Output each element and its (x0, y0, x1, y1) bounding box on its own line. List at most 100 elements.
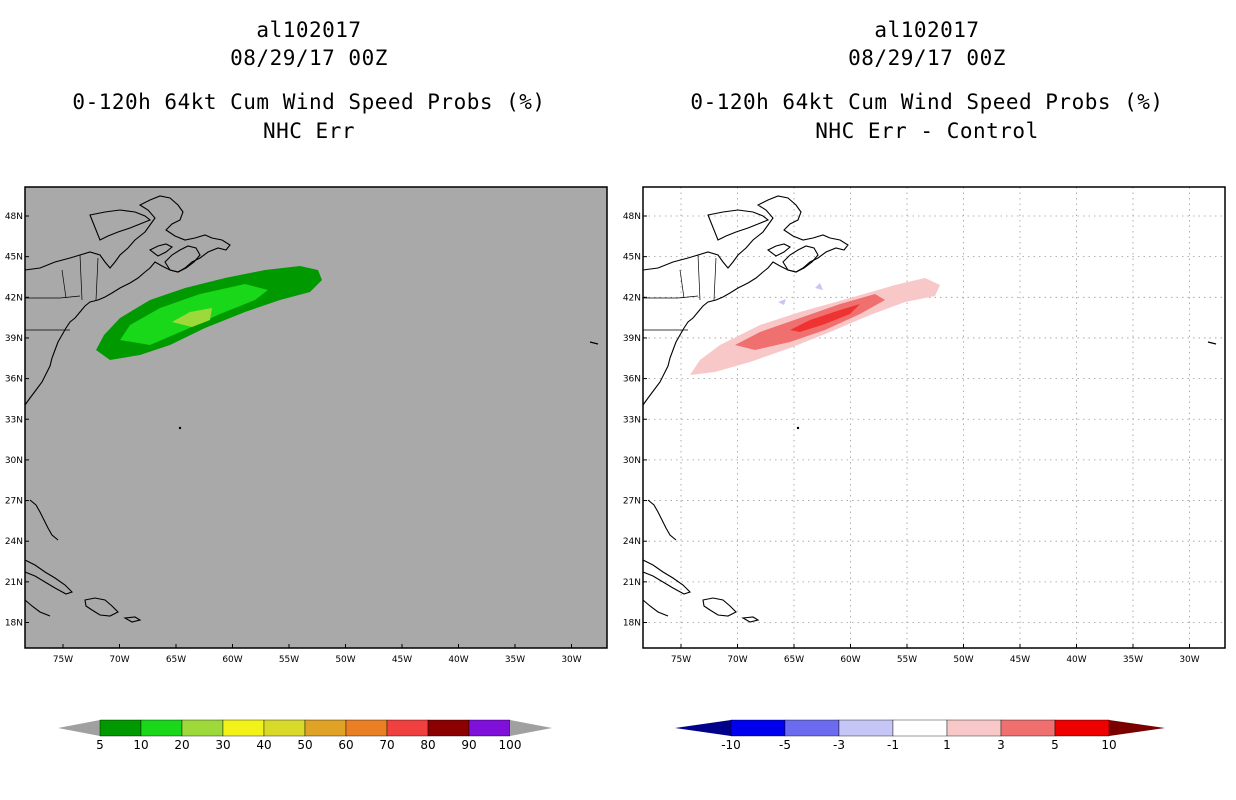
colorbar-swatch (427, 719, 470, 737)
lat-label: 30N (623, 456, 641, 466)
coastline (24, 559, 74, 595)
left-panel: al102017 08/29/17 00Z 0-120h 64kt Cum Wi… (5, 18, 608, 752)
colorbar-low-arrow (675, 720, 731, 736)
colorbar-high-arrow (1109, 720, 1165, 736)
lat-label: 33N (623, 415, 641, 425)
panel-subtitle: NHC Err (262, 119, 355, 143)
coastline (642, 599, 669, 617)
colorbar-label: 5 (1051, 738, 1059, 752)
map-area: 48N 45N 42N 39N 36N 33N 30N 27N 24N 21N 18N 75W 70W 6… (5, 186, 608, 665)
lon-label: 30W (561, 655, 581, 665)
probability-map: 48N 45N 42N 39N 36N 33N 30N 27N 24N 21N 18N 75W 70W 6… (5, 186, 608, 752)
colorbar-label: 10 (133, 738, 148, 752)
colorbar-label: -3 (833, 738, 845, 752)
lat-label: 36N (623, 375, 641, 385)
lon-label: 65W (784, 655, 804, 665)
colorbar-low-arrow (58, 720, 100, 736)
colorbar-label: 20 (174, 738, 189, 752)
lat-label: 21N (5, 578, 23, 588)
colorbar-label: -10 (721, 738, 741, 752)
colorbar-swatch (468, 719, 511, 737)
lat-label: 27N (623, 497, 641, 507)
lat-label: 39N (5, 334, 23, 344)
colorbar-label: 100 (499, 738, 522, 752)
colorbar-swatch (304, 719, 347, 737)
coastline (29, 499, 59, 541)
colorbar-label: 70 (379, 738, 394, 752)
map-background (643, 187, 1225, 648)
storm-id: al102017 (874, 18, 980, 42)
coastline (148, 243, 173, 257)
datetime: 08/29/17 00Z (230, 46, 388, 70)
coastline (642, 195, 849, 406)
product-title: 0-120h 64kt Cum Wind Speed Probs (%) (72, 90, 546, 114)
lon-label: 55W (897, 655, 917, 665)
colorbar-label: 30 (215, 738, 230, 752)
bermuda-island (178, 426, 182, 430)
colorbar-label: 5 (96, 738, 104, 752)
lon-label: 45W (392, 655, 412, 665)
colorbar-swatch (730, 719, 786, 737)
map-frame (642, 186, 1226, 649)
lon-label: 30W (1179, 655, 1199, 665)
lat-label: 18N (5, 619, 23, 629)
diff-colorbar: -10 -5 -3 -1 1 3 5 10 (675, 719, 1165, 752)
colorbar-label: 1 (943, 738, 951, 752)
colorbar-swatch (140, 719, 183, 737)
lat-label: 45N (5, 253, 23, 263)
lon-label: 40W (1066, 655, 1086, 665)
colorbar-swatch (784, 719, 840, 737)
lon-label: 75W (53, 655, 73, 665)
colorbar-swatch (838, 719, 894, 737)
lon-label: 35W (1123, 655, 1143, 665)
colorbar-swatch (892, 719, 948, 737)
lon-label: 70W (109, 655, 129, 665)
colorbar-label: 40 (256, 738, 271, 752)
lon-label: 60W (840, 655, 860, 665)
colorbar-label: 10 (1101, 738, 1116, 752)
diff-negative-patch (815, 283, 823, 290)
colorbar-label: 3 (997, 738, 1005, 752)
lon-label: 45W (1010, 655, 1030, 665)
difference-map: 48N 45N 42N 39N 36N 33N 30N 27N 24N 21N 18N 75W 70W 6… (623, 186, 1226, 752)
coastline (647, 499, 677, 541)
colorbar-swatch (386, 719, 429, 737)
colorbar-label: 50 (297, 738, 312, 752)
lat-label: 24N (623, 537, 641, 547)
state-border (25, 254, 99, 331)
state-border (643, 254, 717, 331)
map-background (25, 187, 607, 648)
coastline (741, 616, 760, 623)
colorbar-swatch (181, 719, 224, 737)
diff-negative-patch (778, 299, 786, 305)
coastline (164, 245, 201, 273)
map-area: 48N 45N 42N 39N 36N 33N 30N 27N 24N 21N 18N 75W 70W 6… (623, 186, 1226, 665)
right-panel: al102017 08/29/17 00Z 0-120h 64kt Cum Wi… (618, 0, 1236, 800)
lon-label: 35W (505, 655, 525, 665)
lat-label: 18N (623, 619, 641, 629)
coastline (782, 245, 819, 273)
lon-label: 65W (166, 655, 186, 665)
lat-label: 30N (5, 456, 23, 466)
colorbar-swatch (345, 719, 388, 737)
lat-label: 48N (5, 212, 23, 222)
coastline (84, 597, 119, 617)
datetime: 08/29/17 00Z (848, 46, 1006, 70)
prob-contour-20 (172, 308, 212, 327)
colorbar-label: -1 (887, 738, 899, 752)
lat-label: 24N (5, 537, 23, 547)
map-frame (24, 186, 608, 649)
coastline (123, 616, 142, 623)
lon-label: 70W (727, 655, 747, 665)
panel-subtitle: NHC Err - Control (815, 119, 1039, 143)
lon-label: 50W (953, 655, 973, 665)
azores-island (589, 341, 599, 345)
lat-label: 48N (623, 212, 641, 222)
lon-label: 75W (671, 655, 691, 665)
colorbar-swatch (1054, 719, 1110, 737)
coastline (642, 559, 692, 595)
colorbar-label: 60 (338, 738, 353, 752)
colorbar-swatch (1000, 719, 1056, 737)
lat-label: 45N (623, 253, 641, 263)
colorbar-label: -5 (779, 738, 791, 752)
